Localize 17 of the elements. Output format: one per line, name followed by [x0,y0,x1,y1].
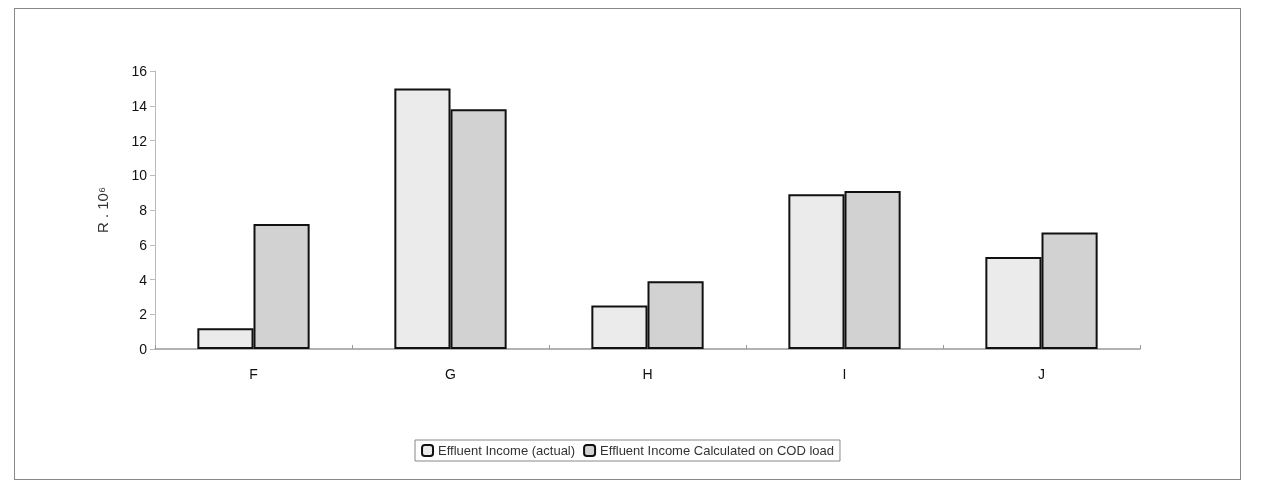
y-tick-label: 4 [139,271,148,288]
x-tick-label: F [249,366,258,382]
x-tick-label: H [642,366,653,382]
x-tick-label: G [445,366,456,382]
legend-label: Effluent Income Calculated on COD load [600,443,834,458]
x-tick-label: I [842,366,847,382]
y-tick-label: 0 [139,341,148,357]
y-tick-label: 2 [139,306,148,323]
y-tick-label: 12 [131,132,148,149]
y-tick-label: 8 [139,202,148,218]
y-tick-label: 6 [139,236,148,253]
y-tick-label: 16 [131,63,148,79]
y-tick-label: 10 [131,167,148,184]
y-axis-title: R . 10⁶ [94,186,111,234]
legend-label: Effluent Income (actual) [438,443,576,458]
x-tick-label: J [1038,366,1045,382]
y-tick-label: 14 [131,97,148,114]
